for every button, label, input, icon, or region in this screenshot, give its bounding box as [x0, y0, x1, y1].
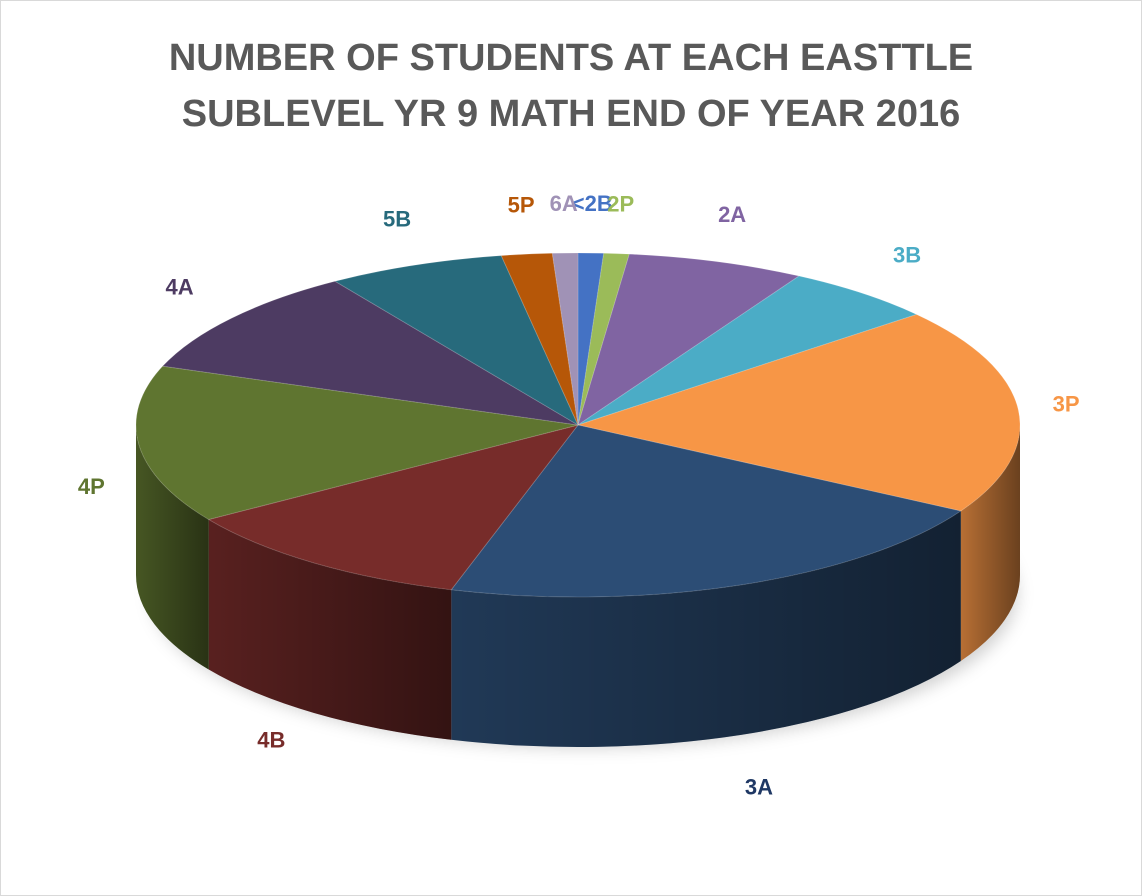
data-label-2a: 2A [718, 202, 746, 227]
data-label-5p: 5P [508, 192, 535, 217]
pie-slice-3a [450, 424, 963, 598]
data-label-2p: 2P [607, 192, 634, 217]
data-label-6a: 6A [550, 191, 578, 216]
chart-title: NUMBER OF STUDENTS AT EACH EASTTLE SUBLE… [0, 30, 1142, 142]
data-label-5b: 5B [383, 206, 411, 231]
pie-slice-2p [577, 252, 630, 426]
pie-side-shade-4b [208, 519, 452, 740]
pie-slice-2a [577, 253, 801, 427]
pie-slice-4p [135, 365, 579, 521]
chart-title-line-2: SUBLEVEL YR 9 MATH END OF YEAR 2016 [181, 93, 961, 135]
pie-side-shade-3a [451, 511, 961, 747]
data-label-3p: 3P [1053, 392, 1080, 417]
pie-slice-4a [161, 280, 579, 426]
pie-side-shade-3p [960, 425, 1020, 661]
pie-slice-lt2b [577, 252, 605, 426]
pie-slice-4b [207, 424, 580, 591]
chart-title-line-1: NUMBER OF STUDENTS AT EACH EASTTLE [168, 37, 974, 79]
data-label-4b: 4B [257, 728, 285, 753]
pie-side-shade-4p [136, 425, 209, 670]
pie-slice-3b [577, 275, 918, 426]
data-label-lt2b: <2B [572, 191, 613, 216]
data-label-4a: 4A [166, 274, 194, 299]
data-label-3a: 3A [745, 775, 773, 800]
data-label-3b: 3B [893, 242, 921, 267]
pie-slice-3p [576, 313, 1021, 512]
pie-slice-6a [551, 252, 579, 426]
pie-slice-5b [333, 255, 580, 427]
data-label-4p: 4P [78, 474, 105, 499]
pie-slice-5p [500, 252, 579, 426]
